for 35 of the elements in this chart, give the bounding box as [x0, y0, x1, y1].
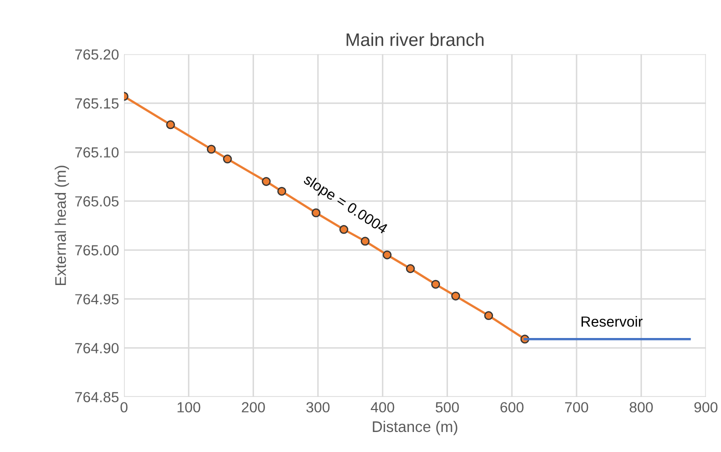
x-tick-label: 700 — [565, 402, 588, 412]
annotation: Reservoir — [582, 316, 643, 327]
point — [262, 177, 271, 186]
y-axis-title: External head (m) — [54, 166, 69, 285]
point — [431, 280, 440, 289]
point — [406, 264, 415, 274]
point — [484, 311, 494, 320]
point — [360, 236, 370, 246]
y-tick-label: 765.00 — [75, 245, 119, 256]
point — [223, 154, 232, 164]
x-tick-label: 500 — [436, 402, 459, 412]
y-tick-label: 765.20 — [75, 49, 119, 60]
y-tick-label: 764.85 — [75, 392, 119, 402]
y-tick-label: 764.90 — [75, 343, 119, 354]
x-tick-label: 200 — [242, 402, 265, 412]
y-tick-label: 765.10 — [75, 147, 119, 158]
point — [339, 225, 348, 234]
x-tick-label: 300 — [306, 402, 330, 412]
y-tick-label: 765.05 — [75, 196, 119, 207]
point — [277, 186, 286, 196]
x-axis-title: Distance (m) — [372, 420, 458, 436]
y-tick-label: 765.15 — [75, 98, 119, 109]
x-tick-label: 800 — [630, 402, 653, 412]
point — [382, 250, 392, 260]
x-tick-label: 0 — [120, 402, 128, 412]
point — [166, 120, 176, 130]
x-tick-label: 900 — [694, 402, 718, 412]
chart-title: Main river branch — [346, 32, 484, 46]
point — [451, 292, 460, 300]
point — [312, 208, 320, 218]
x-tick-label: 400 — [370, 402, 394, 412]
point — [206, 144, 216, 154]
x-tick-label: 600 — [500, 402, 524, 412]
y-tick-label: 764.95 — [75, 294, 119, 304]
x-tick-label: 100 — [178, 402, 200, 412]
